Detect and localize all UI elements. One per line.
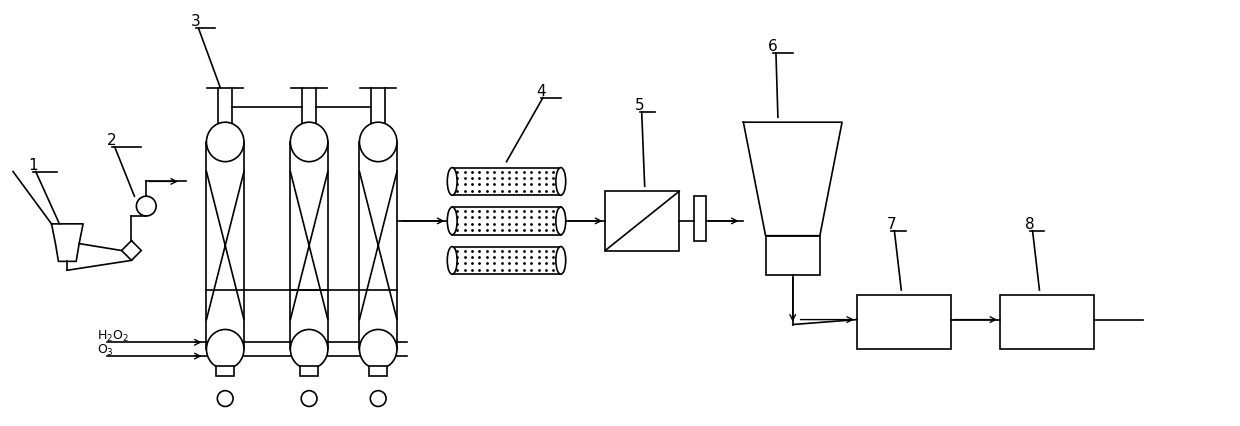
Text: 6: 6 xyxy=(768,39,777,54)
Ellipse shape xyxy=(448,167,458,195)
Bar xyxy=(453,207,560,235)
Text: 5: 5 xyxy=(635,98,645,113)
Text: 7: 7 xyxy=(887,217,897,232)
Ellipse shape xyxy=(207,329,244,369)
Ellipse shape xyxy=(448,247,458,274)
Text: 1: 1 xyxy=(27,158,37,173)
Text: 3: 3 xyxy=(191,14,201,29)
Bar xyxy=(765,236,820,275)
Bar xyxy=(300,366,317,376)
Bar xyxy=(370,366,387,376)
Ellipse shape xyxy=(290,122,327,162)
Text: 2: 2 xyxy=(107,133,117,148)
Bar xyxy=(360,142,397,349)
Ellipse shape xyxy=(448,207,458,235)
Ellipse shape xyxy=(207,122,244,162)
Bar xyxy=(453,247,560,274)
Text: H$_2$O$_2$: H$_2$O$_2$ xyxy=(97,329,129,344)
Bar xyxy=(694,196,706,241)
Circle shape xyxy=(136,196,156,216)
Bar xyxy=(857,295,951,349)
Circle shape xyxy=(217,391,233,406)
Polygon shape xyxy=(52,224,83,262)
Text: O$_3$: O$_3$ xyxy=(97,343,114,358)
Bar xyxy=(207,142,244,349)
Polygon shape xyxy=(743,122,842,236)
Polygon shape xyxy=(122,241,141,260)
Bar xyxy=(290,142,327,349)
Text: 4: 4 xyxy=(536,83,546,98)
Bar xyxy=(216,366,234,376)
Ellipse shape xyxy=(556,167,565,195)
Bar xyxy=(999,295,1094,349)
Bar xyxy=(605,191,680,250)
Ellipse shape xyxy=(556,247,565,274)
Circle shape xyxy=(301,391,317,406)
Circle shape xyxy=(371,391,386,406)
Ellipse shape xyxy=(290,329,327,369)
Bar xyxy=(453,167,560,195)
Ellipse shape xyxy=(556,207,565,235)
Ellipse shape xyxy=(360,122,397,162)
Ellipse shape xyxy=(360,329,397,369)
Text: 8: 8 xyxy=(1024,217,1034,232)
